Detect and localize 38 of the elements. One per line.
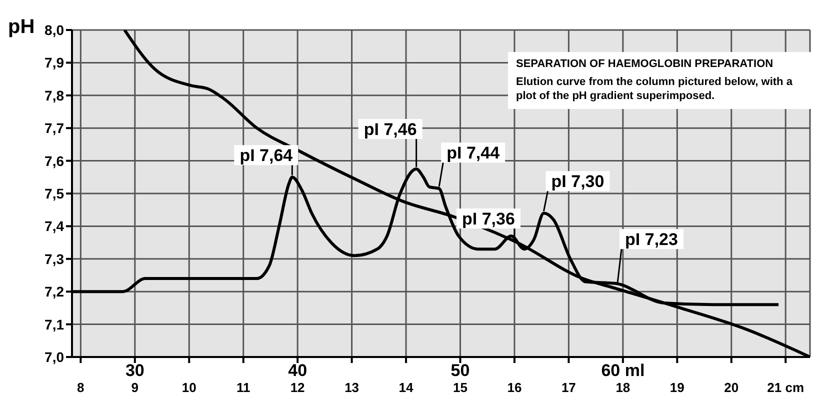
x2-tick-label: 30	[125, 361, 144, 380]
y-axis-title: pH	[8, 16, 35, 39]
y-tick-label: 7,4	[44, 218, 64, 234]
x2-tick-label: 60 ml	[601, 361, 645, 380]
x-tick-label: 11	[236, 380, 250, 396]
x-tick-label: 17	[561, 380, 576, 396]
y-tick-label: 7,2	[44, 284, 64, 300]
annotation: pI 7,44	[446, 144, 500, 163]
x-tick-label: 9	[131, 380, 139, 396]
y-tick-label: 7,6	[44, 152, 64, 169]
x-tick-label: 15	[453, 380, 468, 396]
annotation: Elution curve from the column pictured below, with a plot of the pH gradient superimposed.	[516, 76, 794, 104]
annotation: pI 7,46	[364, 120, 417, 139]
y-tick-label: 7,1	[44, 316, 64, 332]
x2-tick-label: 40	[288, 361, 308, 380]
y-tick-label: 7,5	[44, 185, 64, 202]
x-tick-label: 12	[290, 380, 305, 396]
y-tick-label: 7,7	[44, 120, 64, 136]
y-tick-label: 7,8	[44, 87, 64, 104]
y-tick-label: 7,0	[44, 348, 64, 365]
annotation: pI 7,64	[240, 146, 294, 166]
x-tick-label: 14	[398, 380, 414, 396]
annotation: pI 7,23	[625, 230, 678, 250]
x-tick-label: 16	[507, 380, 522, 396]
x-tick-label: 19	[670, 380, 684, 396]
x-tick-label: 8	[77, 380, 84, 396]
annotation: pI 7,30	[551, 172, 604, 192]
x-tick-label: 21 cm	[767, 380, 804, 396]
annotation: pI 7,36	[462, 210, 515, 229]
y-tick-label: 7,3	[44, 250, 64, 267]
y-tick-label: 8,0	[44, 22, 64, 38]
text: SEPARATION OF HAEMOGLOBIN PREPARATION	[516, 58, 774, 72]
x-tick-label: 13	[344, 380, 360, 396]
x2-tick-label: 50	[450, 361, 470, 380]
x-tick-label: 20	[724, 380, 739, 396]
x-tick-label: 18	[616, 380, 630, 396]
x-tick-label: 10	[182, 380, 196, 396]
y-tick-label: 7,9	[44, 54, 64, 71]
